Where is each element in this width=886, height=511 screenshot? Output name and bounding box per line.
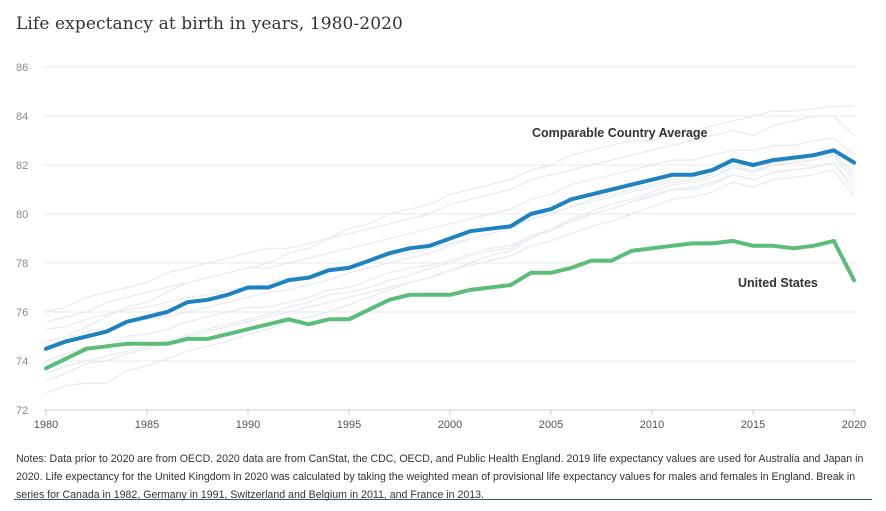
y-tick-label-76: 76 xyxy=(16,307,28,319)
y-tick-label-86: 86 xyxy=(16,62,28,74)
x-tick-label-1995: 1995 xyxy=(337,419,361,431)
life-expectancy-line-chart: Comparable Country Average United States… xyxy=(16,62,866,431)
background-country-lines xyxy=(45,105,855,394)
bottom-divider xyxy=(14,499,872,500)
chart-notes: Notes: Data prior to 2020 are from OECD.… xyxy=(16,453,864,501)
y-tick-label-80: 80 xyxy=(16,209,28,221)
series-label-united-states: United States xyxy=(738,276,818,290)
y-tick-label-72: 72 xyxy=(16,405,28,417)
y-tick-label-84: 84 xyxy=(16,111,28,123)
x-tick-label-1985: 1985 xyxy=(135,419,159,431)
background-country-line-8 xyxy=(45,154,855,394)
series-line-united-states xyxy=(44,238,856,371)
background-country-line-2 xyxy=(45,115,855,313)
x-tick-label-2015: 2015 xyxy=(741,419,765,431)
series-labels: Comparable Country Average United States xyxy=(532,126,818,290)
y-tick-label-74: 74 xyxy=(16,356,28,368)
background-country-line-7 xyxy=(45,162,855,382)
x-tick-label-2020: 2020 xyxy=(842,419,866,431)
series-lines xyxy=(44,148,856,371)
x-tick-label-2005: 2005 xyxy=(539,419,563,431)
x-tick-label-1980: 1980 xyxy=(34,419,58,431)
series-line-comparable-country-average xyxy=(44,148,856,351)
background-country-line-3 xyxy=(45,137,855,323)
chart-title: Life expectancy at birth in years, 1980-… xyxy=(16,14,403,34)
y-tick-label-82: 82 xyxy=(16,160,28,172)
background-country-line-6 xyxy=(45,162,855,362)
background-country-line-1 xyxy=(45,105,854,342)
x-axis-ticks: 1980 1985 1990 1995 2000 2005 2010 2015 2020 xyxy=(34,410,866,431)
x-tick-label-2000: 2000 xyxy=(438,419,462,431)
x-tick-label-2010: 2010 xyxy=(640,419,664,431)
y-tick-label-78: 78 xyxy=(16,258,28,270)
background-country-line-5 xyxy=(45,152,855,347)
background-country-line-9 xyxy=(45,169,855,374)
x-tick-label-1990: 1990 xyxy=(236,419,260,431)
background-country-line-4 xyxy=(45,154,855,330)
y-axis-ticks: 72 74 76 78 80 82 84 86 xyxy=(16,62,28,417)
series-label-comparable-country-average: Comparable Country Average xyxy=(532,126,708,140)
